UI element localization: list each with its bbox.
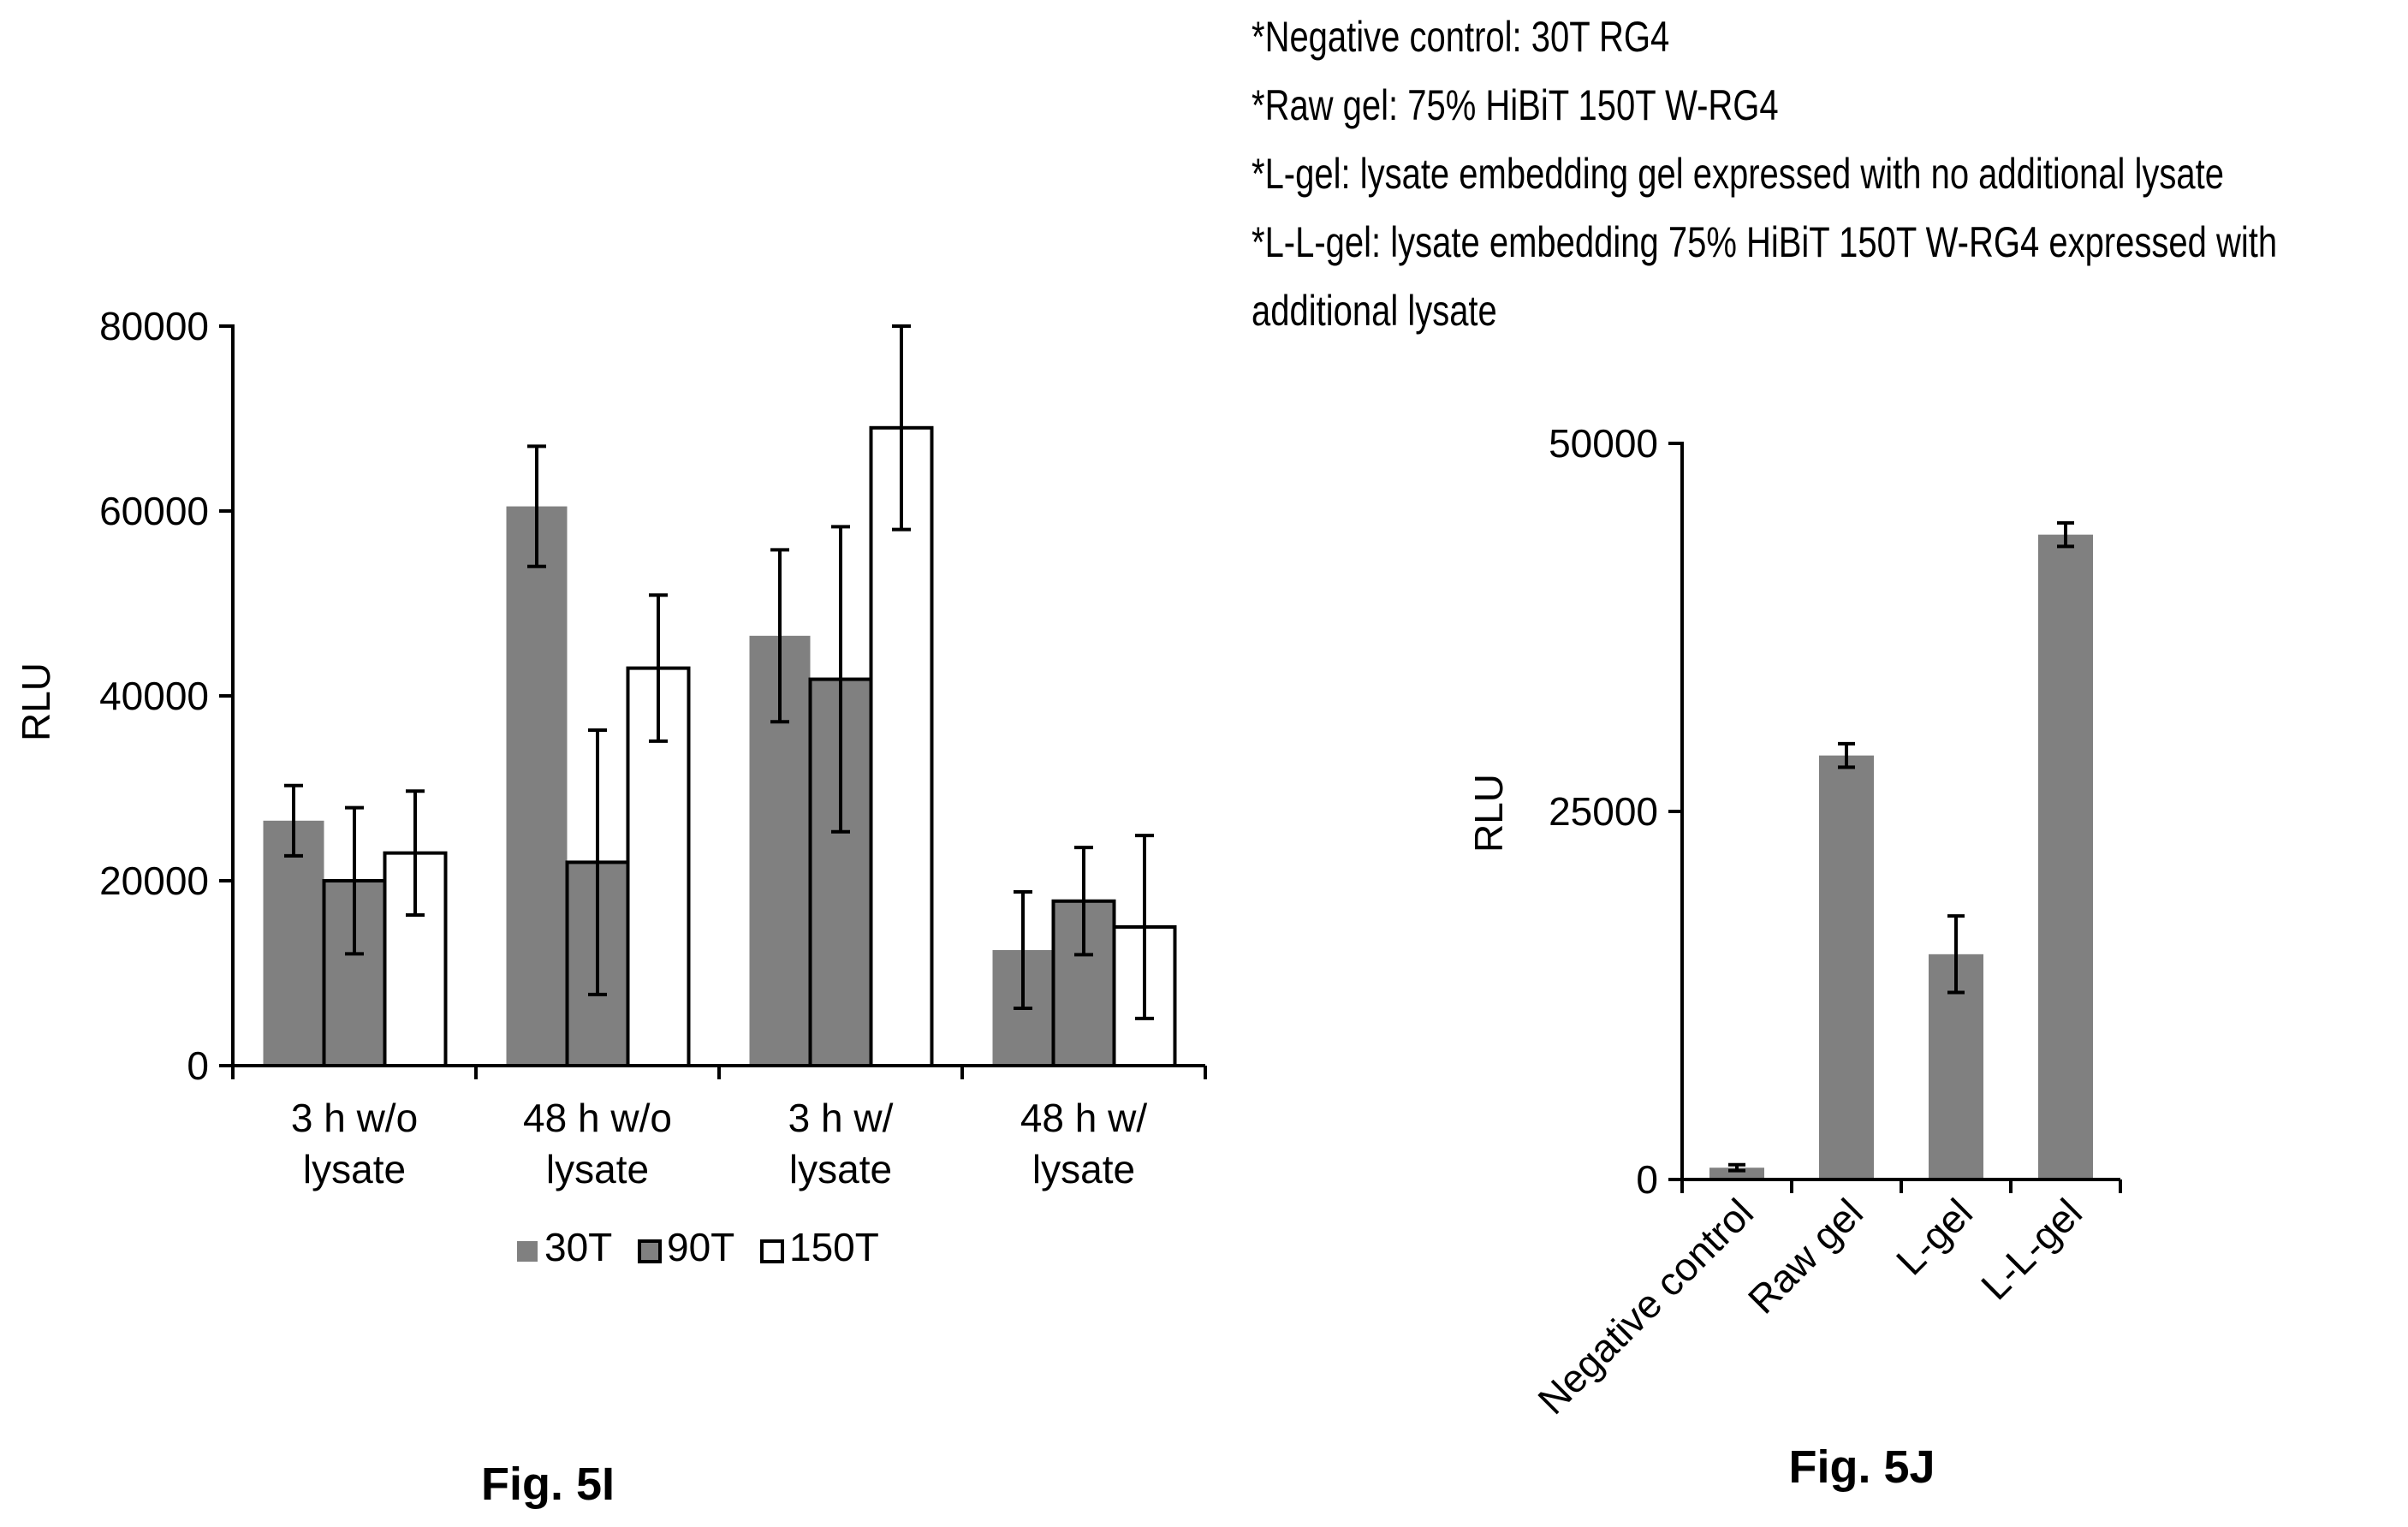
- x-tick-label: L-L-gel: [1972, 1190, 2090, 1308]
- y-tick-label: 60000: [99, 489, 209, 533]
- chart-5i-bars: [263, 425, 1177, 1068]
- chart-5j-axes: [1668, 442, 2122, 1193]
- y-tick-label: 50000: [1549, 421, 1658, 466]
- x-tick-label: Negative control: [1529, 1190, 1762, 1423]
- bar-30T-1: [263, 820, 324, 1066]
- chart-5i-x-labels: 3 h w/o lysate 48 h w/o lysate 3 h w/lysate 4…: [291, 1096, 1148, 1191]
- x-tick-label: lysate: [789, 1147, 892, 1191]
- y-tick-label: 0: [1636, 1157, 1658, 1202]
- chart-5i: 0 20000 40000 60000 80000 3 h w/o lysate 48 h …: [14, 304, 1207, 1510]
- legend-swatch-30T: [517, 1241, 538, 1262]
- note-line: *Raw gel: 75% HiBiT 150T W-RG4: [1252, 81, 1779, 129]
- y-tick-label: 25000: [1549, 789, 1658, 834]
- chart-5i-axes: [219, 324, 1207, 1079]
- chart-5j-caption: Fig. 5J: [1788, 1441, 1935, 1493]
- bar-1: [1709, 1168, 1764, 1179]
- bar-4: [2038, 534, 2093, 1179]
- x-tick-label: 48 h w/: [1020, 1096, 1148, 1140]
- x-tick-label: 48 h w/o: [523, 1096, 672, 1140]
- x-tick-label: 3 h w/o: [291, 1096, 418, 1140]
- y-tick-label: 0: [187, 1043, 209, 1088]
- chart-5i-legend: 30T 90T 150T: [517, 1225, 879, 1269]
- chart-5i-caption: Fig. 5I: [481, 1459, 615, 1510]
- legend-swatch-150T: [760, 1239, 784, 1263]
- chart-5i-y-axis-label: RLU: [14, 662, 58, 741]
- legend-label-30T: 30T: [544, 1225, 612, 1269]
- y-tick-label: 40000: [99, 674, 209, 718]
- x-tick-label: lysate: [1032, 1147, 1135, 1191]
- bar-30T-2: [506, 506, 568, 1066]
- legend-label-150T: 150T: [789, 1225, 879, 1269]
- chart-5i-error-bars: [284, 324, 1154, 1020]
- y-tick-label: 20000: [99, 859, 209, 903]
- chart-5j-y-ticks: 0 25000 50000: [1549, 421, 1658, 1202]
- x-tick-label: Raw gel: [1739, 1190, 1871, 1322]
- chart-5i-y-ticks: 0 20000 40000 60000 80000: [99, 304, 209, 1088]
- chart-5j-error-bars: [1728, 520, 2074, 1173]
- chart-5j-bars: [1709, 534, 2093, 1179]
- note-line: *Negative control: 30T RG4: [1252, 13, 1669, 61]
- chart-5j-notes: *Negative control: 30T RG4 *Raw gel: 75% …: [1252, 13, 2277, 335]
- chart-5j-y-axis-label: RLU: [1466, 774, 1511, 853]
- legend-swatch-90T: [638, 1239, 662, 1263]
- x-tick-label: 3 h w/: [788, 1096, 894, 1140]
- bar-2: [1819, 755, 1874, 1179]
- note-line: *L-L-gel: lysate embedding 75% HiBiT 150…: [1252, 218, 2277, 266]
- note-line: additional lysate: [1252, 287, 1497, 335]
- x-tick-label: lysate: [303, 1147, 406, 1191]
- note-line: *L-gel: lysate embedding gel expressed w…: [1252, 150, 2224, 198]
- chart-5j: *Negative control: 30T RG4 *Raw gel: 75% …: [1252, 13, 2277, 1493]
- x-tick-label: lysate: [546, 1147, 649, 1191]
- legend-label-90T: 90T: [667, 1225, 734, 1269]
- y-tick-label: 80000: [99, 304, 209, 348]
- x-tick-label: L-gel: [1888, 1190, 1981, 1283]
